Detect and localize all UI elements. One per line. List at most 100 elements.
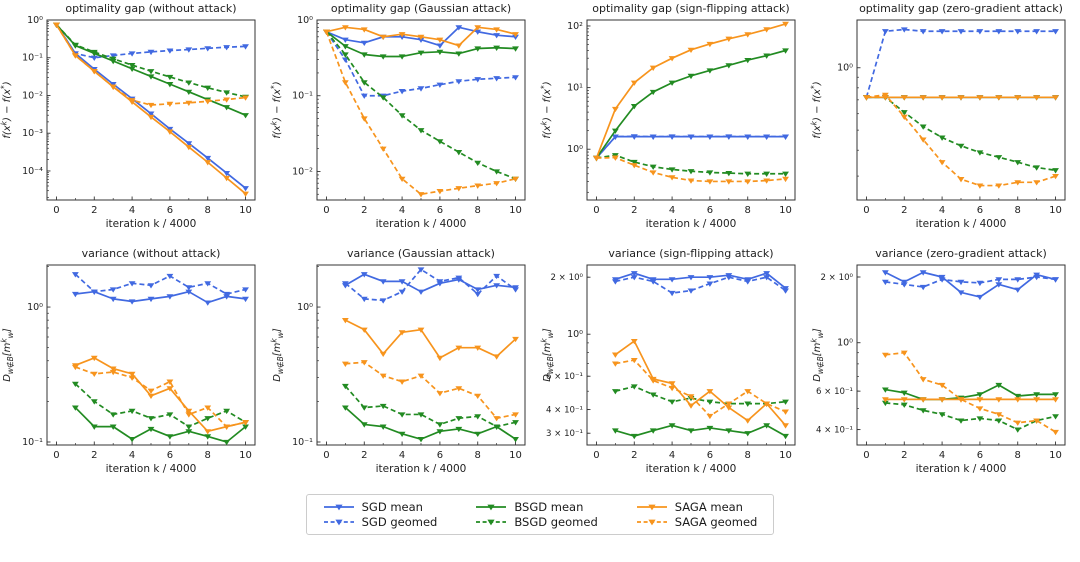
marker-triangle-down-icon xyxy=(185,100,193,106)
y-tick-label: 10⁰ xyxy=(297,15,313,26)
marker-triangle-down-icon xyxy=(147,74,155,80)
series-line-bsgd-mean xyxy=(885,384,1056,401)
marker-triangle-down-icon xyxy=(744,418,752,424)
marker-triangle-down-icon xyxy=(976,95,984,101)
marker-triangle-down-icon xyxy=(706,170,714,176)
marker-triangle-down-icon xyxy=(900,397,908,403)
y-axis-label: Dw∉B[mkw] xyxy=(0,328,15,382)
marker-triangle-down-icon xyxy=(1014,397,1022,403)
marker-triangle-down-icon xyxy=(436,391,444,397)
legend-line-sample xyxy=(476,519,507,526)
marker-triangle-down-icon xyxy=(223,424,231,430)
marker-triangle-down-icon xyxy=(881,400,889,407)
marker-triangle-down-icon xyxy=(223,45,231,51)
marker-triangle-down-icon xyxy=(360,93,368,99)
marker-triangle-down-icon xyxy=(995,382,1003,389)
marker-triangle-down-icon xyxy=(90,289,98,295)
marker-triangle-down-icon xyxy=(919,137,927,143)
marker-triangle-down-icon xyxy=(512,336,519,343)
marker-triangle-down-icon xyxy=(782,176,789,183)
marker-triangle-down-icon xyxy=(1052,429,1059,436)
marker-triangle-down-icon xyxy=(147,416,155,422)
marker-triangle-down-icon xyxy=(341,52,349,58)
marker-triangle-down-icon xyxy=(223,408,231,415)
series-line-sgd-geomed xyxy=(74,273,246,295)
series-line-sgd-geomed xyxy=(865,28,1056,98)
marker-triangle-down-icon xyxy=(128,408,136,415)
marker-triangle-down-icon xyxy=(185,144,193,151)
x-tick-label: 4 xyxy=(939,205,945,216)
marker-triangle-down-icon xyxy=(493,181,501,187)
marker-triangle-down-icon xyxy=(417,267,425,273)
y-tick-label: 10² xyxy=(567,21,583,32)
series-line-saga-geomed xyxy=(866,93,1056,187)
marker-triangle-down-icon xyxy=(687,403,695,409)
marker-triangle-down-icon xyxy=(360,405,368,411)
marker-triangle-down-icon xyxy=(379,146,387,152)
marker-triangle-down-icon xyxy=(706,389,714,395)
marker-triangle-down-icon xyxy=(706,399,714,405)
marker-triangle-down-icon xyxy=(668,277,676,283)
y-tick-label: 10⁻¹ xyxy=(22,53,43,64)
marker-triangle-down-icon xyxy=(900,350,908,356)
marker-triangle-down-icon xyxy=(687,394,695,400)
marker-triangle-down-icon xyxy=(341,383,349,390)
marker-triangle-down-icon xyxy=(90,55,98,61)
marker-triangle-down-icon xyxy=(1014,287,1022,293)
marker-triangle-down-icon xyxy=(360,327,368,333)
marker-triangle-down-icon xyxy=(763,178,771,184)
marker-triangle-down-icon xyxy=(763,271,771,277)
x-tick-label: 8 xyxy=(745,205,751,216)
marker-triangle-down-icon xyxy=(938,160,946,166)
marker-triangle-down-icon xyxy=(782,134,789,140)
series-line-saga-mean xyxy=(614,340,787,426)
legend-line-sample xyxy=(323,504,354,511)
series-line-bsgd-mean xyxy=(344,406,517,440)
series-line-sgd-geomed xyxy=(615,276,787,294)
marker-triangle-down-icon xyxy=(782,288,789,294)
marker-triangle-down-icon xyxy=(455,275,463,281)
x-tick-label: 10 xyxy=(239,205,252,216)
y-tick-label: 10⁻⁴ xyxy=(22,166,43,177)
marker-triangle-down-icon xyxy=(611,128,619,134)
chart-canvas: variance (sign-flipping attack) 2 × 10⁰ 10… xyxy=(540,247,796,475)
marker-triangle-down-icon xyxy=(668,175,676,181)
x-tick-label: 10 xyxy=(1049,205,1062,216)
marker-triangle-down-icon xyxy=(166,412,174,418)
marker-triangle-down-icon xyxy=(1014,160,1022,166)
marker-triangle-down-icon xyxy=(881,397,889,403)
marker-triangle-down-icon xyxy=(725,63,733,69)
marker-triangle-down-icon xyxy=(630,338,638,345)
marker-triangle-down-icon xyxy=(744,134,752,140)
marker-triangle-down-icon xyxy=(379,373,387,379)
marker-triangle-down-icon xyxy=(976,294,984,301)
marker-triangle-down-icon xyxy=(128,66,136,72)
marker-triangle-down-icon xyxy=(1033,274,1041,281)
marker-triangle-down-icon xyxy=(398,412,406,418)
marker-triangle-down-icon xyxy=(474,29,482,35)
marker-triangle-down-icon xyxy=(668,399,676,405)
series-line-sgd-mean xyxy=(615,272,787,289)
legend-line-sample xyxy=(476,504,507,511)
marker-triangle-down-icon xyxy=(744,401,752,407)
marker-triangle-down-icon xyxy=(782,423,789,429)
marker-triangle-down-icon xyxy=(455,25,463,31)
marker-triangle-down-icon xyxy=(242,95,249,101)
marker-triangle-down-icon xyxy=(512,75,519,81)
marker-triangle-down-icon xyxy=(725,134,733,140)
series-line-saga-geomed xyxy=(885,351,1056,433)
series-line-bsgd-mean xyxy=(595,49,786,159)
marker-triangle-down-icon xyxy=(1052,29,1059,35)
marker-triangle-down-icon xyxy=(185,89,193,96)
marker-triangle-down-icon xyxy=(938,412,946,418)
marker-triangle-down-icon xyxy=(995,412,1003,418)
marker-triangle-down-icon xyxy=(185,47,193,53)
y-tick-label: 10⁻¹ xyxy=(292,437,313,448)
x-tick-label: 6 xyxy=(707,205,713,216)
legend-line-sample xyxy=(636,519,667,526)
x-tick-label: 0 xyxy=(863,450,869,461)
chart-canvas: optimality gap (sign-flipping attack) 10²… xyxy=(540,2,796,230)
marker-triangle-down-icon xyxy=(128,371,136,378)
marker-triangle-down-icon xyxy=(493,273,501,280)
marker-triangle-down-icon xyxy=(185,429,193,435)
